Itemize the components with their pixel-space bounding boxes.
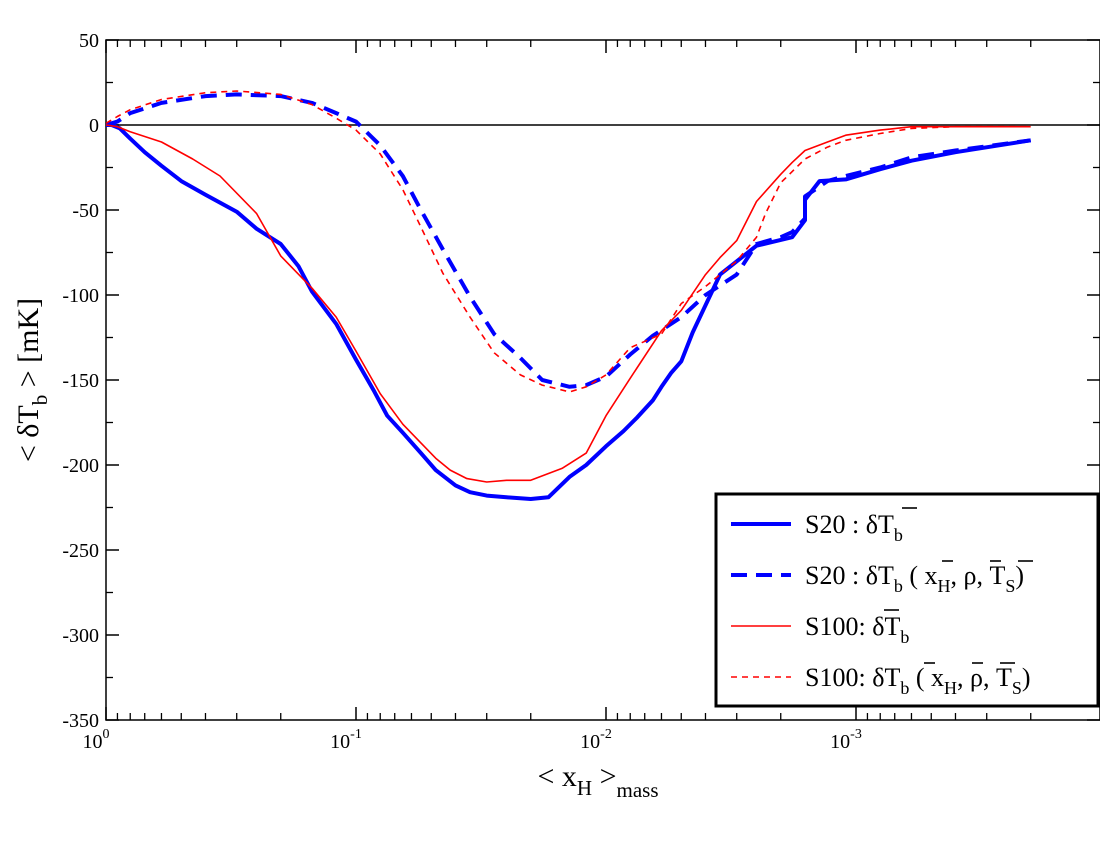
y-tick-label: 50 (79, 30, 99, 52)
y-axis-title: < δTb > [mK] (12, 298, 52, 462)
series-s20-args-line (106, 92, 1031, 389)
x-axis-title: < xH >mass (537, 760, 658, 802)
y-tick-label: -200 (62, 455, 99, 477)
series-s100-mean-line (106, 124, 1031, 483)
y-tick-label: -250 (62, 540, 99, 562)
x-tick-labels: 100 10-1 10-2 10-3 (83, 727, 862, 753)
y-tick-label: -50 (72, 200, 99, 222)
legend-entry-s20-args: S20 : δTb ( xH, ρ, TS) (731, 560, 1033, 596)
y-tick-label: -150 (62, 370, 99, 392)
legend-label-s100-args: S100: δTb ( xH, ρ, TS) (805, 663, 1031, 698)
minor-ticks (106, 40, 1100, 720)
legend-entry-s100-mean: S100: δTb (731, 609, 909, 647)
y-tick-label: -300 (62, 625, 99, 647)
legend-entry-s100-args: S100: δTb ( xH, ρ, TS) (731, 662, 1031, 698)
series-s100-args-line (106, 90, 1031, 393)
series-s20-mean-line (106, 123, 1032, 501)
x-tick-label: 10-1 (330, 727, 362, 753)
y-tick-labels: 50 0 -50 -100 -150 -200 -250 -300 -350 (62, 30, 99, 732)
legend-entry-s20-mean: S20 : δTb (731, 507, 917, 545)
x-tick-label: 100 (83, 727, 110, 753)
x-tick-label: 10-3 (830, 727, 862, 753)
legend-label-s20-mean: S20 : δTb (805, 510, 903, 545)
legend-label-s100-mean: S100: δTb (805, 612, 909, 647)
legend-label-s20-args: S20 : δTb ( xH, ρ, TS) (805, 561, 1024, 596)
y-tick-label: -100 (62, 285, 99, 307)
legend: S20 : δTb S20 : δTb ( xH, ρ, TS) S100: δ… (714, 492, 1100, 708)
x-tick-label: 10-2 (580, 727, 612, 753)
legend-box (714, 492, 1100, 708)
y-tick-label: -350 (62, 710, 99, 732)
y-tick-label: 0 (89, 115, 99, 137)
series-layer (106, 90, 1032, 501)
